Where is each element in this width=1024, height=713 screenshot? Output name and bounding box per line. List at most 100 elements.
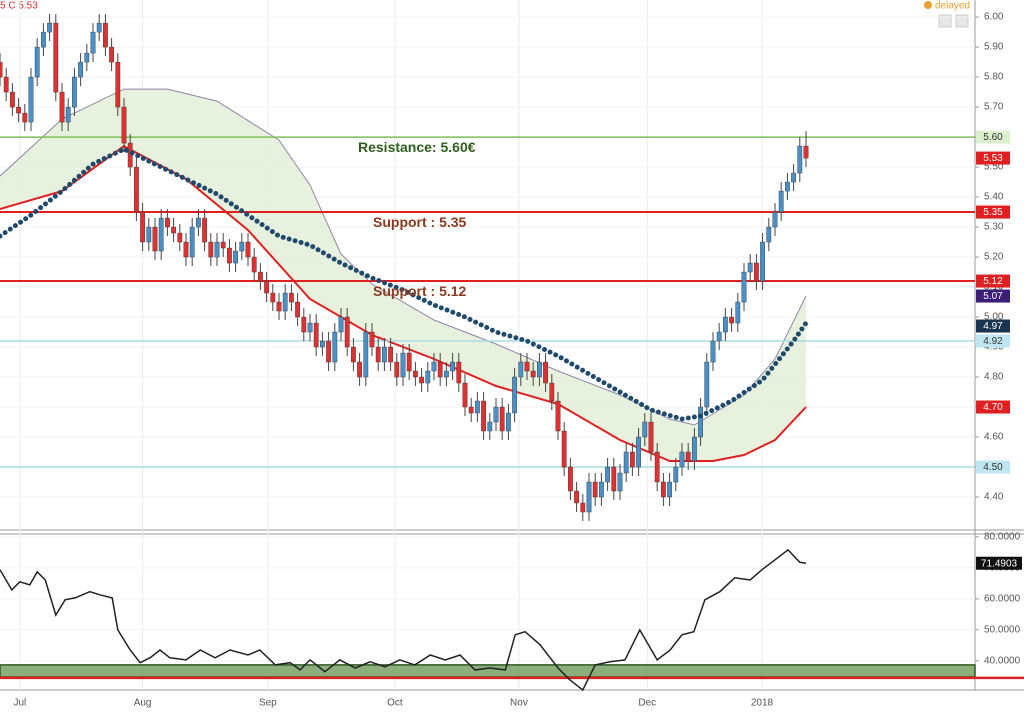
candle-body <box>530 370 536 378</box>
candle-body <box>183 241 189 258</box>
band-fill <box>0 89 806 461</box>
candle-body <box>704 361 710 408</box>
status-dot <box>924 1 932 9</box>
candle-body <box>524 361 530 372</box>
candle-body <box>437 361 443 378</box>
candle-body <box>685 451 691 462</box>
candle-body <box>673 466 679 483</box>
candle-body <box>3 76 9 93</box>
price-tag <box>976 205 1010 219</box>
tool-button[interactable] <box>938 14 952 28</box>
candle-body <box>239 241 245 252</box>
candle-body <box>245 241 251 258</box>
x-tick-label: Oct <box>387 698 403 709</box>
candle-body <box>270 292 276 303</box>
candle-body <box>481 400 486 432</box>
candle-body <box>375 346 381 363</box>
candle-body <box>772 211 778 228</box>
candle-body <box>369 331 375 348</box>
candle-body <box>679 451 685 468</box>
candle-body <box>474 400 480 414</box>
y-tick-label: 5.30 <box>984 222 1004 233</box>
candle-body <box>301 316 307 333</box>
candle-body <box>462 382 468 408</box>
candle-body <box>412 370 418 378</box>
candle-body <box>431 361 437 372</box>
y-tick-label: 50.0000 <box>984 625 1021 636</box>
y-tick-label: 6.00 <box>984 12 1004 23</box>
candle-body <box>152 226 158 252</box>
candle-body <box>605 466 610 483</box>
y-tick-label: 5.50 <box>984 162 1004 173</box>
candle-body <box>660 481 666 498</box>
y-tick-label: 5.90 <box>984 42 1004 53</box>
level-annotation: Support : 5.35 <box>373 214 467 230</box>
x-tick-label: Sep <box>259 698 277 709</box>
candle-body <box>96 22 102 33</box>
indicator-line <box>0 548 807 692</box>
price-tag-label: 5.12 <box>983 276 1003 287</box>
candle-body <box>257 271 263 282</box>
price-tag <box>976 289 1010 303</box>
candle-body <box>698 406 703 438</box>
x-tick-label: Nov <box>510 698 528 709</box>
candle-body <box>710 340 716 363</box>
candle-body <box>84 52 90 63</box>
candle-body <box>0 61 3 78</box>
candle-body <box>667 481 672 498</box>
candle-body <box>295 301 300 318</box>
candle-body <box>592 481 598 498</box>
candle-body <box>648 421 654 453</box>
candle-body <box>561 430 567 468</box>
price-tag-label: 5.60 <box>983 132 1003 143</box>
candle-body <box>741 271 747 303</box>
level-annotation: Support : 5.12 <box>373 283 467 299</box>
price-tag <box>976 400 1010 414</box>
candle-body <box>177 232 183 243</box>
candle-body <box>580 502 586 513</box>
x-tick-label: 2018 <box>751 698 774 709</box>
candle-body <box>140 211 145 243</box>
candle-body <box>766 226 772 243</box>
candle-body <box>158 217 164 252</box>
price-tag <box>976 274 1010 288</box>
price-tag-label: 4.50 <box>983 462 1003 473</box>
candle-body <box>543 361 548 384</box>
candle-body <box>115 61 121 108</box>
candle-body <box>282 292 288 312</box>
candle-body <box>16 106 21 114</box>
candle-body <box>381 346 387 363</box>
status: delayed <box>935 1 970 12</box>
candle-body <box>499 406 505 432</box>
candle-body <box>468 406 474 414</box>
candle-body <box>512 376 517 414</box>
price-tag <box>976 130 1010 144</box>
candle-body <box>654 451 660 483</box>
candle-body <box>406 352 412 372</box>
candle-body <box>443 370 449 378</box>
candle-body <box>338 316 344 333</box>
value-tag-label: 71.4903 <box>981 558 1018 569</box>
candle-body <box>22 112 28 123</box>
candle-body <box>567 466 573 492</box>
candle-body <box>313 322 319 348</box>
candle-body <box>425 370 431 384</box>
candle-body <box>9 91 15 108</box>
candle-body <box>729 316 734 324</box>
candle-body <box>288 292 294 303</box>
candle-body <box>251 256 257 273</box>
candle-body <box>34 46 40 78</box>
y-tick-label: 4.80 <box>984 372 1004 383</box>
candle-body <box>133 166 139 213</box>
candle-body <box>722 316 728 333</box>
candle-body <box>109 46 114 63</box>
y-tick-label: 4.40 <box>984 492 1004 503</box>
candle-body <box>40 31 46 48</box>
candle-body <box>456 361 462 384</box>
tool-button[interactable] <box>955 14 969 28</box>
y-tick-label: 5.70 <box>984 102 1004 113</box>
candle-body <box>388 346 393 363</box>
candle-body <box>394 361 400 378</box>
